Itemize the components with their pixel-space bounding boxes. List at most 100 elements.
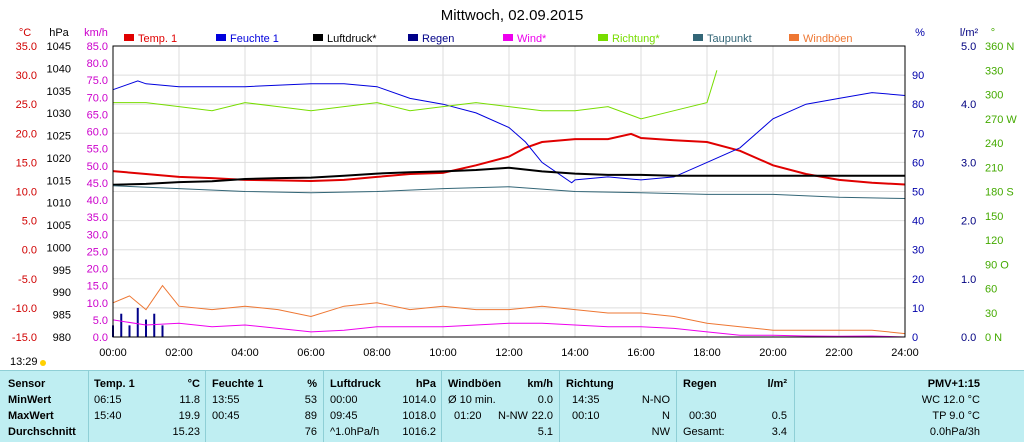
axis-unit: °C [19,27,31,39]
axis-unit: % [915,27,925,39]
axis-tick-label: 25.0 [87,246,108,258]
axis-tick-label: 35.0 [87,212,108,224]
direction-min-time: 14:35 [572,394,600,406]
axis-tick-label: 0 [912,332,918,344]
temp-min-time: 06:15 [94,394,122,406]
axis-tick-label: 990 [53,287,71,299]
axis-tick-label: 1030 [47,108,71,120]
rain-max-time: 00:30 [689,410,717,422]
axis-tick-label: 50.0 [87,161,108,173]
x-tick-label: 20:00 [759,347,787,359]
axis-unit: km/h [84,27,108,39]
axis-tick-label: 1025 [47,131,71,143]
axis-tick-label: 5.0 [961,41,976,53]
axis-unit: hPa [49,27,69,39]
gust-name: Windböen [448,378,502,390]
pressure-unit: hPa [415,378,436,390]
gust-max-time: 01:20 [454,410,482,422]
x-tick-label: 00:00 [99,347,127,359]
axis-tick-label: 90 O [985,259,1009,271]
humidity-name: Feuchte 1 [212,378,264,390]
axis-tick-label: 0.0 [961,332,976,344]
axis-tick-label: 20.0 [87,264,108,276]
gust-unit: km/h [527,378,553,390]
axis-tick-label: 25.0 [16,99,37,111]
axis-tick-label: 80.0 [87,58,108,70]
axis-tick-label: 270 W [985,114,1017,126]
temp-avg-val: 15.23 [172,426,200,438]
x-tick-label: 04:00 [231,347,259,359]
series-line [112,132,906,186]
axis-tick-label: -10.0 [12,303,37,315]
series-line [112,166,905,186]
axis-tick-label: 70.0 [87,92,108,104]
axis-tick-label: 85.0 [87,41,108,53]
humidity-max-val: 89 [304,410,317,422]
axis-tick-label: 3.0 [961,157,976,169]
legend-swatch [503,34,513,41]
status-time: 13:29 [10,356,38,368]
direction-max-val: N [662,410,670,422]
pressure-max-val: 1018.0 [402,410,436,422]
axis-tick-label: 15.0 [16,157,37,169]
pmv-header: PMV+1:15 [927,378,980,390]
axis-tick-label: 35.0 [16,41,37,53]
axis-tick-label: 0.0 [93,332,108,344]
axis-tick-label: 40 [912,216,924,228]
humidity-avg-val: 76 [304,426,317,438]
pmv-column: PMV+1:15 WC 12.0 °C TP 9.0 °C 0.0hPa/3h [800,371,980,442]
legend-swatch [124,34,134,41]
axis-tick-label: 10 [912,303,924,315]
axis-tick-label: 55.0 [87,144,108,156]
axis-tick-label: 20 [912,274,924,286]
axis-tick-label: 1000 [47,242,71,254]
sun-icon [40,360,46,366]
x-tick-label: 14:00 [561,347,589,359]
series-line [112,284,906,335]
axis-tick-label: 40.0 [87,195,108,207]
row-label-avg: Durchschnitt [8,426,76,438]
humidity-unit: % [307,378,317,390]
stats-table: Sensor MinWert MaxWert Durchschnitt Temp… [0,370,1024,442]
series-lines [112,70,906,338]
axis-tick-label: 330 [985,65,1003,77]
legend-swatch [789,34,799,41]
axis-tick-label: 360 N [985,41,1014,53]
chart-title: Mittwoch, 02.09.2015 [441,7,584,24]
axis-tick-label: 4.0 [961,99,976,111]
axis-tick-label: 75.0 [87,75,108,87]
legend-label: Windböen [803,33,853,45]
legend-label: Wind* [517,33,547,45]
axis-tick-label: 70 [912,128,924,140]
legend-swatch [313,34,323,41]
x-tick-label: 06:00 [297,347,325,359]
humidity-max-time: 00:45 [212,410,240,422]
temp-unit: °C [187,378,200,390]
legend-label: Luftdruck* [327,33,377,45]
x-tick-label: 22:00 [825,347,853,359]
pressure-avg-val: 1016.2 [402,426,436,438]
temp-name: Temp. 1 [94,378,135,390]
pressure-name: Luftdruck [330,378,381,390]
series-line [112,80,906,184]
axis-units: °C hPa km/h% l/m² ° [19,27,995,39]
legend-label: Taupunkt [707,33,752,45]
axis-ticks: -15.0 -10.0 -5.0 0.0 5.0 10.0 15.0 20.0 25.0 30.0… [12,41,1017,359]
legend-label: Temp. 1 [138,33,177,45]
axis-tick-label: 20.0 [16,128,37,140]
pmv-trend: 0.0hPa/3h [929,426,980,438]
axis-tick-label: 60 [912,157,924,169]
axis-tick-label: 30 [985,308,997,320]
direction-min-val: N-NO [641,394,670,406]
axis-tick-label: 65.0 [87,109,108,121]
pressure-column: Luftdruck hPa 00:00 1014.0 09:45 1018.0 ^1.… [330,371,436,442]
legend-swatch [693,34,703,41]
legend-swatch [408,34,418,41]
axis-unit: l/m² [960,27,979,39]
legend: Temp. 1 Feuchte 1 Luftdruck* Regen Wind* Rich… [124,33,853,45]
gust-10min-label: Ø 10 min. [448,394,496,406]
axis-tick-label: 1045 [47,41,71,53]
axis-tick-label: 1.0 [961,274,976,286]
legend-label: Regen [422,33,454,45]
pmv-wc: WC 12.0 °C [921,394,980,406]
